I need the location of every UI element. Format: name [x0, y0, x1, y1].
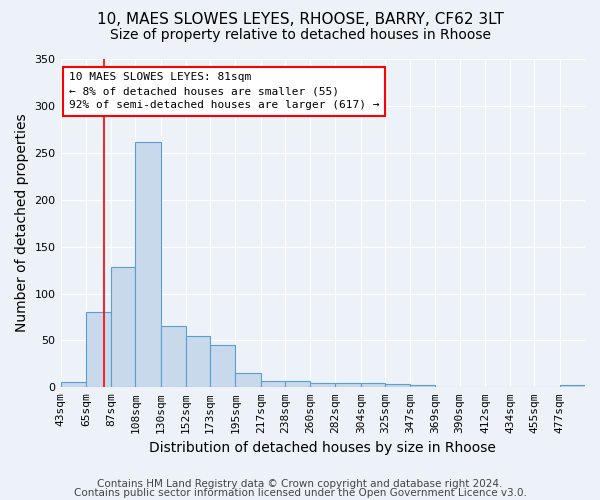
Bar — [385, 384, 410, 388]
Bar — [410, 386, 436, 388]
Bar — [161, 326, 186, 388]
Bar — [235, 373, 260, 388]
Bar — [335, 382, 361, 388]
Bar — [111, 267, 135, 388]
Bar — [260, 380, 285, 388]
Bar — [560, 386, 585, 388]
X-axis label: Distribution of detached houses by size in Rhoose: Distribution of detached houses by size … — [149, 441, 496, 455]
Text: Size of property relative to detached houses in Rhoose: Size of property relative to detached ho… — [110, 28, 491, 42]
Y-axis label: Number of detached properties: Number of detached properties — [15, 114, 29, 332]
Text: Contains HM Land Registry data © Crown copyright and database right 2024.: Contains HM Land Registry data © Crown c… — [97, 479, 503, 489]
Bar — [310, 382, 335, 388]
Bar — [285, 380, 310, 388]
Bar — [61, 382, 86, 388]
Bar — [186, 336, 210, 388]
Text: 10 MAES SLOWES LEYES: 81sqm
← 8% of detached houses are smaller (55)
92% of semi: 10 MAES SLOWES LEYES: 81sqm ← 8% of deta… — [68, 72, 379, 110]
Bar — [210, 345, 235, 388]
Text: 10, MAES SLOWES LEYES, RHOOSE, BARRY, CF62 3LT: 10, MAES SLOWES LEYES, RHOOSE, BARRY, CF… — [97, 12, 503, 28]
Bar — [86, 312, 111, 388]
Text: Contains public sector information licensed under the Open Government Licence v3: Contains public sector information licen… — [74, 488, 526, 498]
Bar — [135, 142, 161, 388]
Bar — [361, 382, 385, 388]
